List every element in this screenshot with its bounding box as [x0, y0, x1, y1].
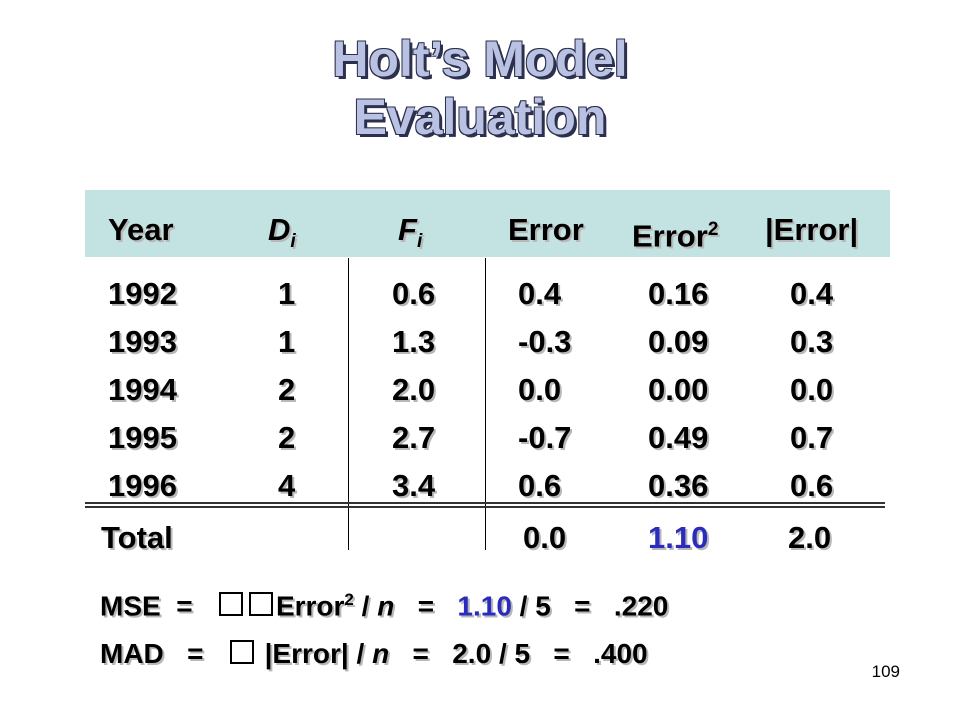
header-demand-base: D	[268, 212, 291, 247]
cell-demand: 2	[278, 420, 296, 455]
cell-forecast: 3.4	[392, 468, 436, 503]
mad-divide: /	[356, 638, 365, 669]
cell-forecast: 2.7	[392, 420, 436, 455]
cell-error: 0.0	[518, 372, 562, 407]
header-error-squared-base: Error	[632, 218, 708, 254]
header-error-squared: Error2	[632, 212, 718, 254]
column-divider	[348, 258, 349, 550]
mad-term: |Error|	[264, 638, 349, 669]
cell-error: 0.4	[518, 276, 562, 311]
title-line-1: Holt’s Model	[332, 31, 628, 87]
cell-error-squared: 0.00	[648, 372, 709, 407]
mse-value: 1.10	[457, 590, 512, 622]
mse-result: .220	[613, 590, 669, 622]
mad-equals-1: =	[187, 638, 204, 669]
header-demand: Di	[268, 212, 296, 260]
cell-error: 0.6	[518, 468, 562, 503]
header-year: Year	[108, 212, 174, 247]
total-label: Total	[101, 520, 173, 555]
sum-symbol-box	[229, 640, 254, 664]
page-number: 109	[871, 662, 900, 681]
header-forecast-sub: i	[416, 231, 423, 253]
mse-label: MSE	[100, 590, 161, 622]
mse-equals-3: =	[574, 590, 591, 622]
total-error-squared: 1.10	[648, 520, 709, 555]
cell-forecast: 0.6	[392, 276, 436, 311]
column-divider	[485, 258, 486, 550]
mse-divisor: / 5	[519, 590, 551, 622]
total-error: 0.0	[523, 520, 567, 555]
header-demand-sub: i	[290, 231, 296, 253]
cell-forecast: 1.3	[392, 324, 436, 359]
header-abs-error: |Error|	[765, 212, 859, 247]
mad-label: MAD	[100, 638, 164, 669]
mse-equals-1: =	[176, 590, 193, 622]
cell-demand: 1	[278, 324, 296, 359]
cell-year: 1994	[108, 372, 177, 407]
mse-formula: MSE = Error2 / n = 1.10 / 5 = .220	[100, 584, 668, 622]
cell-error-squared: 0.16	[648, 276, 709, 311]
mad-result: .400	[593, 638, 648, 669]
mad-n: n	[372, 638, 390, 669]
mse-divide: /	[361, 590, 370, 622]
cell-year: 1996	[108, 468, 177, 503]
header-error-squared-sup: 2	[707, 219, 719, 240]
mse-equals-2: =	[417, 590, 435, 622]
slide-title: Holt’s Model Evaluation	[0, 30, 960, 146]
table-header-band	[85, 190, 890, 257]
sum-symbol-box	[218, 592, 243, 617]
header-forecast-base: F	[398, 212, 417, 247]
cell-abs-error: 0.6	[790, 468, 834, 503]
cell-error-squared: 0.09	[648, 324, 709, 359]
mse-term: Error	[275, 590, 345, 622]
mad-equals-3: =	[553, 638, 570, 669]
cell-error-squared: 0.49	[648, 420, 709, 455]
header-forecast: Fi	[398, 212, 422, 260]
cell-year: 1993	[108, 324, 177, 359]
total-divider-bottom	[85, 506, 885, 508]
mad-value: 2.0 / 5	[452, 638, 531, 669]
cell-error-squared: 0.36	[648, 468, 709, 503]
cell-abs-error: 0.0	[790, 372, 834, 407]
mad-formula: MAD = |Error| / n = 2.0 / 5 = .400	[100, 638, 648, 670]
total-divider-top	[85, 502, 885, 504]
mse-term-sup: 2	[344, 590, 354, 609]
total-abs-error: 2.0	[788, 520, 832, 555]
cell-error: -0.3	[518, 324, 572, 359]
cell-year: 1992	[108, 276, 177, 311]
cell-demand: 4	[278, 468, 296, 503]
cell-year: 1995	[108, 420, 177, 455]
header-error: Error	[508, 212, 584, 247]
cell-abs-error: 0.3	[790, 324, 834, 359]
title-line-2: Evaluation	[353, 89, 607, 145]
cell-abs-error: 0.7	[790, 420, 834, 455]
cell-abs-error: 0.4	[790, 276, 834, 311]
cell-demand: 1	[278, 276, 296, 311]
cell-forecast: 2.0	[392, 372, 436, 407]
sum-symbol-box	[248, 592, 273, 617]
mse-n: n	[377, 590, 395, 622]
mad-equals-2: =	[412, 638, 429, 669]
cell-demand: 2	[278, 372, 296, 407]
cell-error: -0.7	[518, 420, 572, 455]
